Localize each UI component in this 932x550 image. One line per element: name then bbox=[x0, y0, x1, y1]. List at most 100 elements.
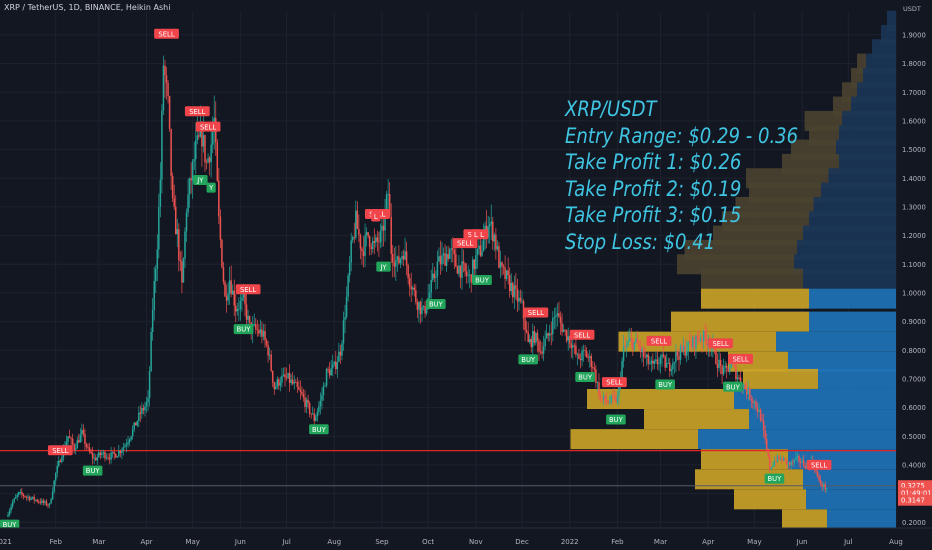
candle-body bbox=[162, 65, 165, 111]
candle-body bbox=[652, 360, 654, 364]
candle-body bbox=[770, 467, 773, 470]
candle-body bbox=[39, 501, 42, 503]
candle-body bbox=[147, 397, 149, 403]
candle-body bbox=[261, 329, 263, 337]
candle-body bbox=[405, 251, 408, 266]
candle-body bbox=[205, 162, 208, 163]
candle-body bbox=[555, 315, 557, 318]
candle-body bbox=[413, 287, 416, 291]
volume-profile-down-bar bbox=[570, 429, 698, 450]
candle-body bbox=[127, 442, 129, 445]
candle-body bbox=[512, 282, 514, 298]
candle-body bbox=[738, 377, 740, 379]
candle-body bbox=[525, 330, 528, 333]
signal-badge bbox=[655, 379, 675, 390]
candle-body bbox=[165, 75, 168, 83]
candle-body bbox=[608, 402, 611, 404]
time-tick-label: May bbox=[747, 538, 761, 546]
candle-body bbox=[279, 382, 282, 386]
candle-body bbox=[613, 396, 616, 398]
price-tick-label: 1.1000 bbox=[902, 261, 926, 269]
signal-badge bbox=[371, 211, 381, 222]
candle-body bbox=[204, 135, 206, 163]
candle-body bbox=[739, 377, 742, 385]
candle-body bbox=[48, 503, 51, 506]
candle-body bbox=[328, 369, 331, 376]
candle-body bbox=[824, 484, 826, 490]
candle-body bbox=[495, 234, 497, 250]
candle-body bbox=[321, 395, 323, 401]
candle-body bbox=[789, 462, 791, 466]
candle-body bbox=[581, 350, 583, 361]
time-tick-label: Aug bbox=[889, 538, 903, 546]
candle-body bbox=[107, 457, 109, 459]
candle-body bbox=[552, 317, 554, 335]
candle-body bbox=[438, 256, 440, 262]
candle-body bbox=[532, 331, 534, 348]
candle-body bbox=[482, 239, 485, 252]
candle-body bbox=[505, 270, 508, 279]
candle-body bbox=[722, 367, 725, 375]
candle-body bbox=[516, 288, 519, 302]
buy-signal: Y bbox=[206, 182, 216, 193]
candle-body bbox=[416, 301, 419, 310]
candle-body bbox=[724, 365, 726, 368]
candle-body bbox=[388, 193, 391, 218]
price-label-box bbox=[898, 494, 932, 506]
candle-body bbox=[418, 301, 420, 310]
candle-body bbox=[298, 387, 300, 390]
signal-label: BUY bbox=[237, 326, 252, 334]
candle-body bbox=[93, 458, 95, 460]
candle-body bbox=[99, 452, 102, 456]
candle-body bbox=[790, 461, 793, 466]
candle-body bbox=[125, 444, 128, 446]
candle-body bbox=[524, 318, 526, 331]
candle-body bbox=[781, 458, 783, 461]
candle-body bbox=[307, 399, 309, 404]
signal-label: SELL bbox=[189, 108, 205, 116]
candle-body bbox=[490, 221, 492, 225]
candle-body bbox=[138, 412, 140, 422]
candle-body bbox=[311, 413, 314, 415]
candle-body bbox=[576, 354, 579, 355]
buy-signal: JY bbox=[193, 175, 208, 186]
candle-body bbox=[150, 331, 152, 372]
candle-body bbox=[278, 379, 280, 386]
candle-body bbox=[330, 368, 332, 376]
candle-body bbox=[59, 460, 62, 463]
candle-body bbox=[572, 345, 574, 348]
candle-body bbox=[727, 367, 729, 372]
candle-body bbox=[575, 345, 577, 355]
candle-body bbox=[153, 281, 155, 310]
candle-body bbox=[338, 351, 340, 362]
candle-body bbox=[91, 453, 94, 459]
candle-body bbox=[815, 469, 817, 472]
candle-body bbox=[264, 330, 266, 341]
candle-body bbox=[450, 248, 452, 250]
candle-body bbox=[227, 293, 229, 301]
candle-body bbox=[455, 254, 457, 267]
price-tick-label: 1.6000 bbox=[902, 117, 926, 125]
candle-body bbox=[291, 379, 294, 384]
candle-body bbox=[428, 292, 431, 298]
candle-body bbox=[144, 406, 146, 411]
signal-label: BUY bbox=[521, 356, 536, 364]
candle-body bbox=[42, 500, 45, 503]
candle-body bbox=[747, 387, 750, 395]
candle-body bbox=[188, 178, 191, 195]
candle-body bbox=[689, 341, 691, 344]
signal-label: BUY bbox=[475, 277, 490, 285]
candle-body bbox=[479, 245, 482, 256]
candle-body bbox=[356, 210, 359, 229]
candle-body bbox=[595, 369, 597, 383]
volume-profile-up-bar bbox=[734, 389, 896, 409]
candle-body bbox=[542, 346, 545, 354]
candle-body bbox=[167, 82, 169, 96]
volume-profile-up-bar bbox=[827, 509, 896, 530]
signal-badge bbox=[235, 284, 261, 295]
time-axis: 2021 Feb Mar Apr May Jun Jul Aug Sep Oct Nov Dec 202… bbox=[0, 527, 932, 550]
signal-badge bbox=[193, 175, 208, 186]
candle-body bbox=[822, 484, 825, 487]
candle-body bbox=[410, 286, 412, 290]
